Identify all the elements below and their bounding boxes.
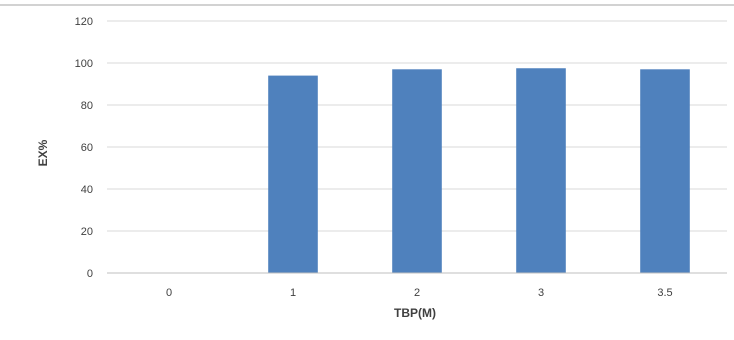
y-axis-tick-labels: 0 20 40 60 80 100 120 [75, 16, 93, 280]
y-axis-title: EX% [36, 139, 50, 166]
bar-1 [268, 75, 318, 273]
bar-3 [516, 68, 566, 273]
y-tick-label: 120 [75, 16, 93, 28]
x-axis-tick-labels: 0 1 2 3 3.5 [166, 287, 673, 299]
y-tick-label: 100 [75, 58, 93, 70]
bar-2 [392, 69, 442, 273]
y-tick-label: 80 [81, 100, 93, 112]
x-axis-title: TBP(M) [394, 306, 436, 320]
y-tick-label: 0 [87, 268, 93, 280]
y-tick-label: 20 [81, 226, 93, 238]
y-tick-label: 60 [81, 142, 93, 154]
x-tick-label: 0 [166, 287, 172, 299]
bars [268, 68, 690, 273]
y-tick-label: 40 [81, 184, 93, 196]
bar-3.5 [640, 69, 690, 273]
x-tick-label: 1 [290, 287, 296, 299]
x-tick-label: 3.5 [657, 287, 672, 299]
x-tick-label: 2 [414, 287, 420, 299]
x-tick-label: 3 [538, 287, 544, 299]
